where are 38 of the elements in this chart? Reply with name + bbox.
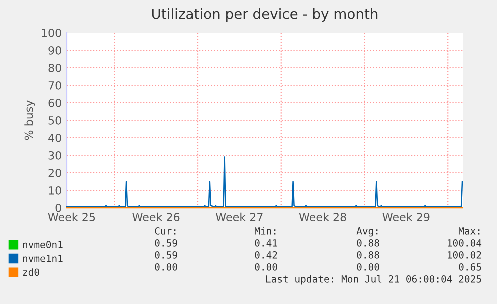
text: Max: <box>458 228 480 235</box>
legend-label: zd0 <box>23 268 40 276</box>
y-tick-label: 70 <box>48 81 62 90</box>
y-tick-label: 80 <box>48 64 62 72</box>
y-axis-title: % busy <box>24 100 36 140</box>
text: Cur: <box>155 227 176 235</box>
text: 0.88 <box>357 239 380 247</box>
x-tick-label: Week 28 <box>299 212 346 222</box>
legend-label: nvme0n1 <box>23 241 63 248</box>
x-tick-label: Week 26 <box>132 212 180 222</box>
text: 0.41 <box>255 239 278 247</box>
y-tick-label: 60 <box>48 98 62 108</box>
text: Avg: <box>356 228 378 237</box>
text: 0.00 <box>155 263 178 271</box>
chart-title: Utilization per device - by month <box>152 8 378 22</box>
x-tick-label: Week 25 <box>48 212 96 222</box>
text: Min: <box>254 227 276 235</box>
x-tick-label: Week 27 <box>216 212 263 222</box>
y-tick-label: 50 <box>48 116 62 125</box>
legend-label: nvme1n1 <box>23 255 63 262</box>
text: 0.88 <box>357 251 380 259</box>
text: 0.00 <box>357 263 380 271</box>
y-tick-label: 30 <box>48 151 62 160</box>
text: 0.59 <box>155 251 178 259</box>
text: 100.04 <box>448 239 482 247</box>
y-tick-label: 90 <box>48 46 62 55</box>
y-tick-label: 0 <box>56 204 62 212</box>
y-tick-label: 100 <box>42 28 62 38</box>
text: 0.42 <box>255 251 278 259</box>
y-tick-label: 40 <box>48 134 62 142</box>
text: 0.59 <box>155 239 178 247</box>
text: Last update: Mon Jul 21 06:00:04 2025 <box>266 275 482 285</box>
y-tick-label: 10 <box>49 186 62 195</box>
x-tick-label: Week 29 <box>382 212 430 222</box>
text: 0.65 <box>459 263 482 271</box>
text: 0.00 <box>255 263 278 271</box>
text: 100.02 <box>448 251 482 259</box>
y-tick-label: 20 <box>48 168 62 178</box>
